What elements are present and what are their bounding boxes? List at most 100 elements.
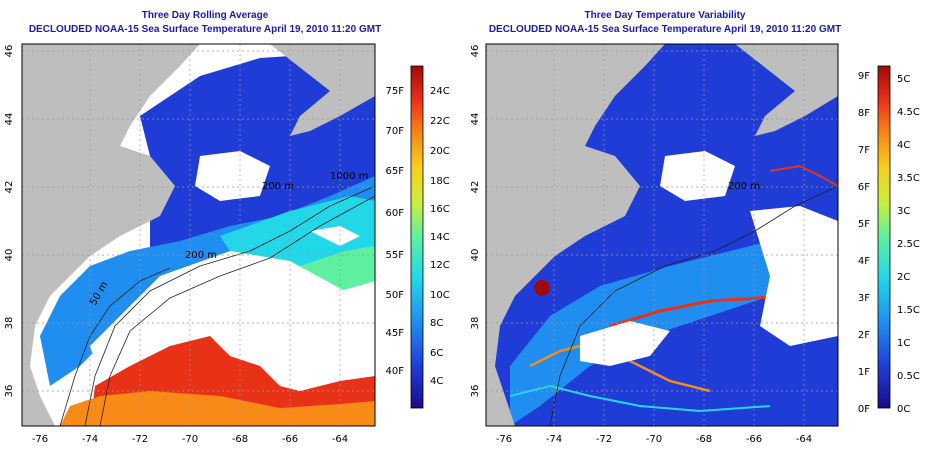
no-data-region-east	[750, 206, 838, 346]
left-map-panel: 50 m 200 m 200 m 1000 m -76 -74 -72 -70 …	[4, 43, 450, 445]
x-tick-label: -64	[796, 434, 812, 445]
nova-scotia-land	[270, 44, 375, 136]
colorbar-label-c: 2C	[897, 272, 910, 283]
colorbar-label-c: 18C	[430, 176, 450, 187]
x-tick-label: -66	[746, 434, 762, 445]
colorbar-label-c: 1.5C	[897, 305, 920, 316]
colorbar-label-f: 7F	[858, 145, 870, 156]
colorbar-label-c: 0C	[897, 404, 910, 415]
colorbar-label-f: 4F	[858, 256, 870, 267]
y-tick-label: 40	[4, 249, 15, 262]
colorbar-label-c: 4C	[430, 376, 443, 387]
colorbar-label-c: 6C	[430, 348, 443, 359]
y-tick-label: 38	[4, 317, 15, 330]
y-tick-label: 36	[4, 385, 15, 398]
colorbar-label-c: 14C	[430, 232, 450, 243]
colorbar-label-f: 0F	[858, 404, 870, 415]
colorbar-label-f: 2F	[858, 330, 870, 341]
colorbar-label-f: 75F	[386, 86, 405, 97]
right-y-axis: 36 38 40 42 44 46	[470, 45, 481, 398]
contour-1000m	[99, 195, 375, 426]
left-map-content	[22, 44, 375, 426]
x-tick-label: -70	[182, 434, 198, 445]
colorbar-label-c: 2.5C	[897, 239, 920, 250]
y-tick-label: 42	[470, 181, 481, 194]
left-colorbar-c-labels: 4C 6C 8C 10C 12C 14C 16C 18C 20C 22C 24C	[430, 86, 450, 387]
contour-label-1000m: 1000 m	[330, 171, 368, 182]
x-tick-label: -64	[332, 434, 348, 445]
x-tick-label: -70	[646, 434, 662, 445]
right-map-content	[486, 44, 838, 426]
colorbar-label-f: 70F	[386, 126, 405, 137]
colorbar-label-c: 20C	[430, 146, 450, 157]
y-tick-label: 44	[4, 113, 15, 126]
left-title-line1: Three Day Rolling Average	[141, 10, 269, 21]
colorbar-label-c: 24C	[430, 86, 450, 97]
colorbar-label-f: 9F	[858, 71, 870, 82]
contour-200m	[549, 185, 838, 426]
colorbar-label-f: 65F	[386, 166, 405, 177]
right-map-frame	[485, 43, 839, 427]
left-title-line2: DECLOUDED NOAA-15 Sea Surface Temperatur…	[28, 24, 382, 35]
colorbar-label-f: 45F	[386, 328, 405, 339]
left-colorbar	[410, 65, 424, 409]
right-x-axis: -76 -74 -72 -70 -68 -66 -64	[496, 434, 812, 445]
variability-streaks	[510, 226, 838, 426]
x-tick-label: -68	[232, 434, 248, 445]
y-tick-label: 42	[4, 181, 15, 194]
left-x-axis: -76 -74 -72 -70 -68 -66 -64	[32, 434, 348, 445]
gulf-stream-core	[60, 391, 375, 426]
no-data-region	[580, 321, 670, 366]
colorbar-label-c: 0.5C	[897, 371, 920, 382]
x-tick-label: -72	[132, 434, 148, 445]
colorbar-label-f: 5F	[858, 219, 870, 230]
x-tick-label: -76	[496, 434, 512, 445]
colorbar-label-c: 8C	[430, 318, 443, 329]
front-northeast	[769, 164, 838, 187]
y-tick-label: 36	[470, 385, 481, 398]
colorbar-label-f: 60F	[386, 208, 405, 219]
colorbar-label-f: 8F	[858, 108, 870, 119]
x-tick-label: -76	[32, 434, 48, 445]
x-tick-label: -72	[596, 434, 612, 445]
contour-label-200m: 200 m	[185, 250, 217, 261]
contour-label-200m: 200 m	[728, 181, 760, 192]
colorbar-label-c: 3C	[897, 206, 910, 217]
no-data-region	[90, 251, 375, 376]
cloud-patch	[660, 151, 735, 201]
y-tick-label: 44	[470, 113, 481, 126]
right-title-line1: Three Day Temperature Variability	[584, 10, 746, 21]
left-colorbar-f-labels: 40F 45F 50F 55F 60F 65F 70F 75F	[386, 86, 405, 377]
right-colorbar-f-labels: 0F 1F 2F 3F 4F 5F 6F 7F 8F 9F	[858, 71, 870, 415]
cloud-patch-2	[310, 226, 360, 246]
x-tick-label: -74	[546, 434, 562, 445]
y-tick-label: 38	[470, 317, 481, 330]
right-map-panel: 200 m -76 -74 -72 -70 -68 -66 -64 36 38 …	[470, 43, 920, 445]
contour-label-200m-north: 200 m	[262, 181, 294, 192]
colorbar-label-f: 3F	[858, 293, 870, 304]
x-tick-label: -66	[282, 434, 298, 445]
y-tick-label: 40	[470, 249, 481, 262]
eddy-hotspot	[534, 280, 550, 296]
right-colorbar	[877, 65, 891, 409]
land-mass	[22, 44, 200, 426]
colorbar-label-f: 50F	[386, 290, 405, 301]
nova-scotia-land	[735, 44, 838, 136]
right-title-line2: DECLOUDED NOAA-15 Sea Surface Temperatur…	[488, 24, 842, 35]
colorbar-label-f: 55F	[386, 250, 405, 261]
graticule	[22, 44, 375, 426]
left-map-frame	[21, 43, 376, 427]
colorbar-label-c: 5C	[897, 74, 910, 85]
x-tick-label: -74	[82, 434, 98, 445]
cloud-patch	[195, 151, 270, 201]
contour-200m	[84, 185, 375, 426]
colorbar-label-c: 10C	[430, 290, 450, 301]
colorbar-label-c: 4C	[897, 140, 910, 151]
colorbar-label-f: 1F	[858, 367, 870, 378]
colorbar-label-f: 40F	[386, 366, 405, 377]
colorbar-label-c: 4.5C	[897, 107, 920, 118]
colorbar-label-f: 6F	[858, 182, 870, 193]
colorbar-label-c: 16C	[430, 204, 450, 215]
left-y-axis: 36 38 40 42 44 46	[4, 45, 15, 398]
contour-50m	[59, 267, 171, 426]
